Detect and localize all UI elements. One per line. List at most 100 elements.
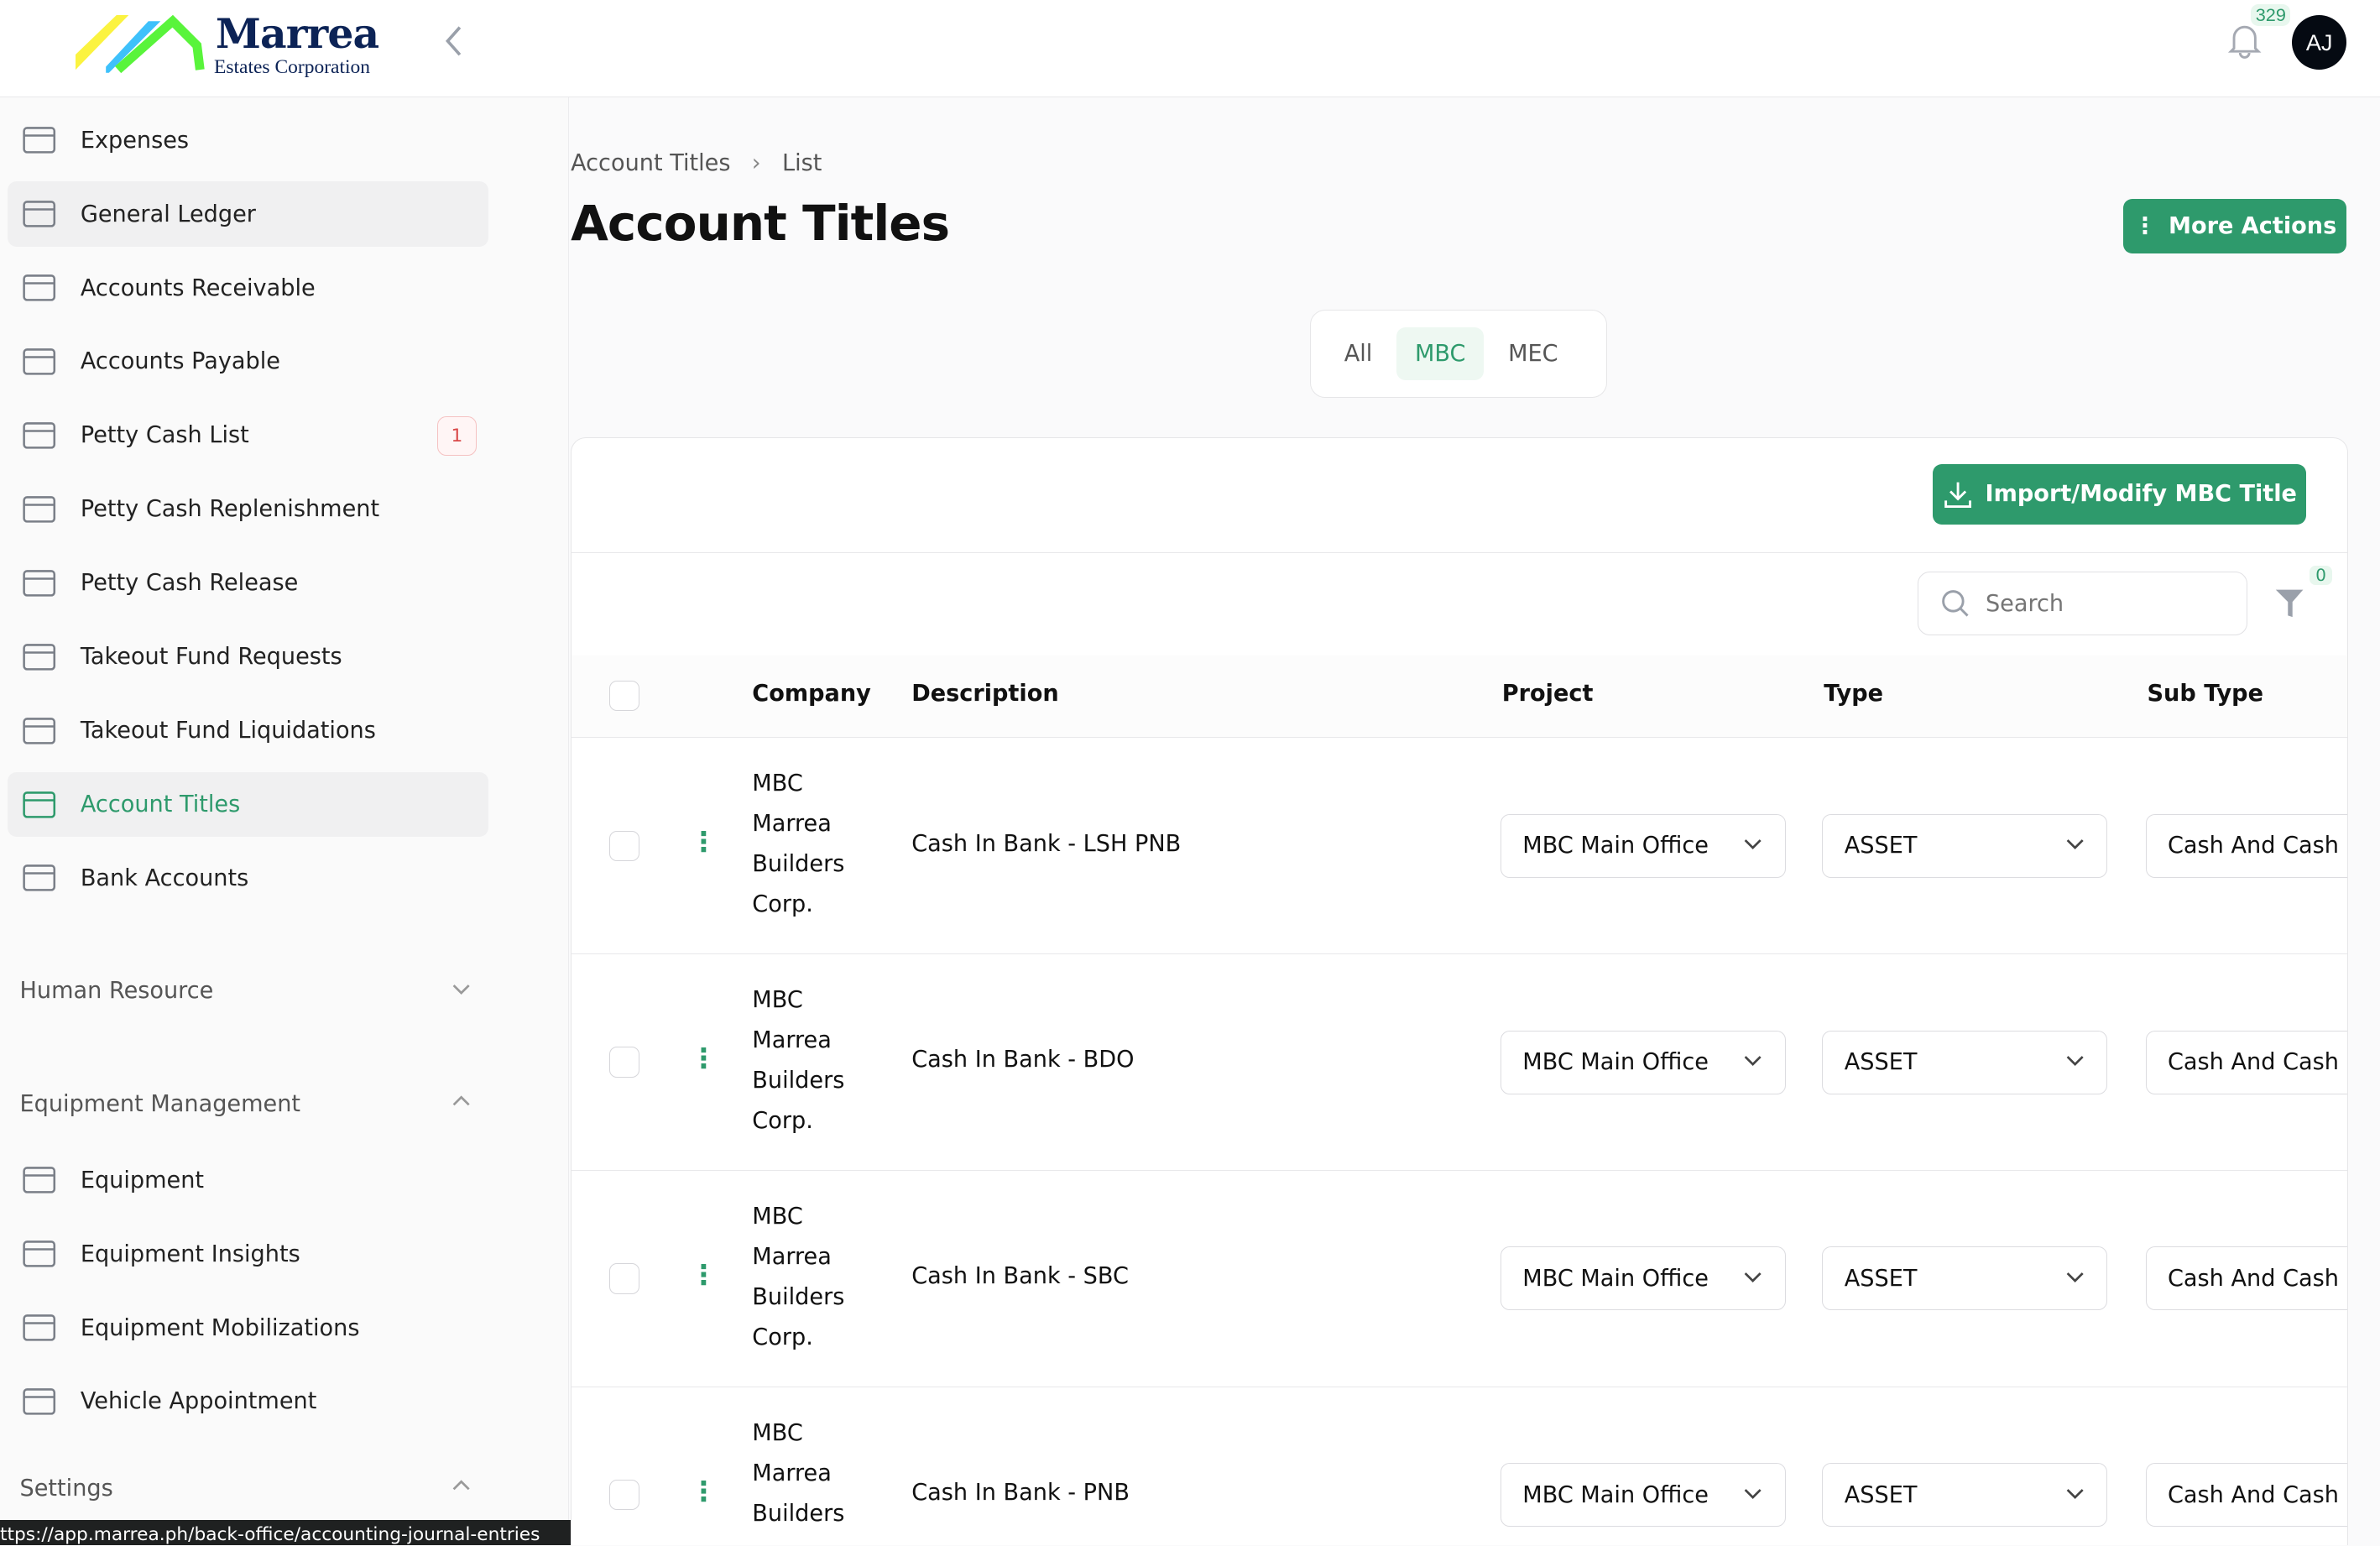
row-checkbox[interactable] [609,830,640,861]
sidebar-item-label: Petty Cash Replenishment [80,496,380,523]
sidebar-item-takeout-fund-liquidations[interactable]: Takeout Fund Liquidations [8,698,488,764]
project-value: MBC Main Office [1522,1049,1709,1076]
sidebar-item-accounts-payable[interactable]: Accounts Payable [8,329,488,394]
type-select[interactable]: ASSET [1822,1463,2108,1528]
cell-description: Cash In Bank - PNB [911,1480,1130,1507]
import-modify-label: Import/Modify MBC Title [1985,481,2297,508]
sidebar-item-label: General Ledger [80,201,256,227]
project-value: MBC Main Office [1522,1265,1709,1292]
list-icon [20,788,60,822]
collapse-sidebar-icon[interactable] [443,24,464,66]
type-value: ASSET [1844,833,1918,859]
brand-logo[interactable]: Marrea Estates Corporation [76,9,379,82]
breadcrumb-account-titles[interactable]: Account Titles [571,150,731,177]
sidebar-section-equipment-management[interactable]: Equipment Management [20,1091,472,1120]
cell-company: MBC Marrea Builders Corp. [752,770,845,917]
row-checkbox[interactable] [609,1480,640,1511]
row-actions-kebab-icon[interactable]: ⋮ [690,826,718,859]
project-select[interactable]: MBC Main Office [1500,1030,1787,1094]
sidebar-item-label: Equipment Mobilizations [80,1314,360,1341]
row-checkbox[interactable] [609,1263,640,1294]
row-checkbox[interactable] [609,1047,640,1078]
row-actions-kebab-icon[interactable]: ⋮ [690,1042,718,1075]
import-modify-button[interactable]: Import/Modify MBC Title [1933,463,2307,525]
divider [572,551,2348,554]
money-icon [20,271,60,305]
sidebar-item-bank-accounts[interactable]: Bank Accounts [8,845,488,911]
select-all-checkbox[interactable] [609,681,640,712]
column-sub-type[interactable]: Sub Type [2147,681,2263,708]
tab-mbc[interactable]: MBC [1396,326,1485,381]
table-row: ⋮ MBC Marrea Builders Cash In Bank - PNB… [572,1386,2348,1545]
sidebar-item-general-ledger[interactable]: General Ledger [8,181,489,248]
company-tabs: All MBC MEC [1309,309,1608,398]
home-search-icon [20,640,60,674]
type-select[interactable]: ASSET [1822,813,2108,878]
sub-type-select[interactable]: Cash And Cash [2145,1246,2348,1311]
sub-type-value: Cash And Cash [2167,1049,2339,1076]
tab-all[interactable]: All [1344,340,1373,367]
type-value: ASSET [1844,1481,1918,1508]
cash-icon [20,419,60,452]
row-actions-kebab-icon[interactable]: ⋮ [690,1258,718,1291]
brand-subtitle: Estates Corporation [214,55,371,78]
page-title: Account Titles [571,194,950,252]
hand-money-icon [20,345,60,379]
cell-company: MBC Marrea Builders Corp. [752,986,845,1134]
account-titles-card: Import/Modify MBC Title 0 Company Descri… [571,436,2349,1546]
type-select[interactable]: ASSET [1822,1246,2108,1311]
type-value: ASSET [1844,1049,1918,1076]
column-project[interactable]: Project [1501,681,1594,708]
table-row: ⋮ MBC Marrea Builders Corp. Cash In Bank… [572,1170,2348,1387]
brand-name: Marrea [215,9,379,59]
sub-type-select[interactable]: Cash And Cash [2145,1030,2348,1094]
type-select[interactable]: ASSET [1822,1030,2108,1094]
project-select[interactable]: MBC Main Office [1500,1463,1787,1528]
sidebar-section-human-resource[interactable]: Human Resource [20,978,472,1006]
project-select[interactable]: MBC Main Office [1500,813,1787,878]
sidebar-item-petty-cash-list[interactable]: Petty Cash List 1 [8,403,488,468]
chevron-up-icon [451,1475,472,1504]
sidebar-item-equipment-mobilizations[interactable]: Equipment Mobilizations [8,1295,488,1361]
chevron-down-icon [451,978,472,1006]
sidebar-item-equipment[interactable]: Equipment [8,1147,488,1213]
sub-type-value: Cash And Cash [2167,1481,2339,1508]
kebab-icon: ⋮ [2133,212,2157,239]
cash-refresh-icon [20,493,60,526]
sidebar-item-petty-cash-release[interactable]: Petty Cash Release [8,551,488,616]
project-select[interactable]: MBC Main Office [1500,1246,1787,1311]
chart-sparkle-icon [20,1237,60,1271]
tools-icon [20,1311,60,1345]
project-value: MBC Main Office [1522,1481,1709,1508]
column-company[interactable]: Company [752,681,871,708]
cell-company: MBC Marrea Builders Corp. [752,1203,845,1350]
avatar[interactable]: AJ [2292,15,2347,71]
filter-icon[interactable] [2274,587,2304,626]
row-actions-kebab-icon[interactable]: ⋮ [690,1475,718,1507]
column-type[interactable]: Type [1824,681,1884,708]
sidebar-item-takeout-fund-requests[interactable]: Takeout Fund Requests [8,624,488,690]
sidebar-section-settings[interactable]: Settings [20,1475,472,1504]
cell-description: Cash In Bank - SBC [911,1263,1129,1290]
sidebar-item-equipment-insights[interactable]: Equipment Insights [8,1221,488,1287]
sub-type-select[interactable]: Cash And Cash [2145,1463,2348,1528]
column-description[interactable]: Description [911,681,1059,708]
top-header: Marrea Estates Corporation 329 AJ [0,0,2380,97]
sidebar-item-vehicle-appointment[interactable]: Vehicle Appointment [8,1369,488,1434]
project-value: MBC Main Office [1522,833,1709,859]
sidebar-item-petty-cash-replenishment[interactable]: Petty Cash Replenishment [8,477,488,542]
sidebar-item-label: Bank Accounts [80,864,249,891]
sidebar-item-account-titles[interactable]: Account Titles [8,771,489,838]
cell-description: Cash In Bank - BDO [911,1047,1135,1073]
bell-icon[interactable] [2226,21,2263,66]
search-input[interactable] [1985,590,2214,617]
sub-type-select[interactable]: Cash And Cash [2145,813,2348,878]
tab-mec[interactable]: MEC [1508,340,1558,367]
chevron-down-icon [2064,1266,2085,1293]
sub-type-value: Cash And Cash [2167,1265,2339,1292]
sidebar-item-expenses[interactable]: Expenses [8,107,488,173]
search-field[interactable] [1918,572,2247,635]
more-actions-button[interactable]: ⋮ More Actions [2123,198,2347,254]
sidebar-item-accounts-receivable[interactable]: Accounts Receivable [8,255,488,321]
edit-icon [20,197,60,231]
